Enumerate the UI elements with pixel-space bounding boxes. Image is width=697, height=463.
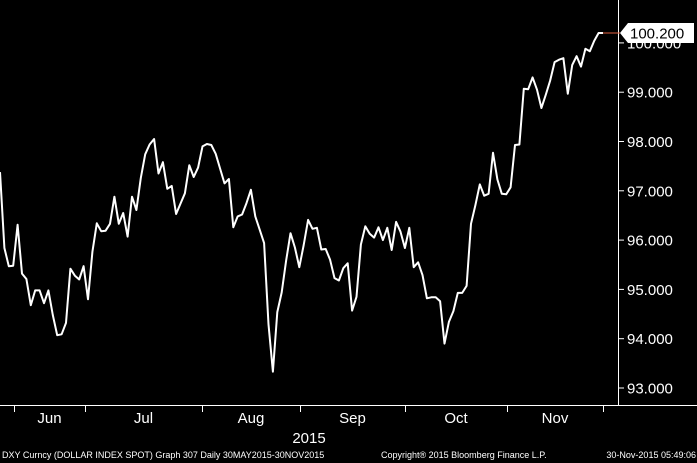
last-value-marker: 100.200 — [603, 23, 694, 44]
month-label: Nov — [542, 410, 569, 427]
footer-copyright: Copyright® 2015 Bloomberg Finance L.P. — [381, 450, 547, 460]
y-tick-label: 96.000 — [627, 233, 673, 250]
y-tick-label: 99.000 — [627, 85, 673, 102]
last-value-box — [620, 23, 694, 44]
footer-bar: DXY Curncy (DOLLAR INDEX SPOT) Graph 307… — [0, 448, 697, 463]
month-label: Jun — [37, 410, 61, 427]
axes — [0, 0, 697, 406]
series-layer — [0, 32, 603, 373]
y-tick-label: 97.000 — [627, 183, 673, 200]
y-tick-label: 95.000 — [627, 282, 673, 299]
dxy-series-line — [0, 32, 603, 373]
footer-security-label: DXY Curncy (DOLLAR INDEX SPOT) Graph 307… — [2, 450, 325, 460]
year-label: 2015 — [292, 430, 325, 447]
y-tick-label: 93.000 — [627, 381, 673, 398]
x-axis-ticks: Jun Jul Aug Sep Oct Nov 2015 — [14, 405, 604, 447]
last-value-label: 100.200 — [630, 26, 684, 43]
y-tick-label: 94.000 — [627, 331, 673, 348]
y-axis-ticks: 93.000 94.000 95.000 96.000 97.000 98.000 99.0… — [618, 35, 681, 398]
month-label: Oct — [444, 410, 468, 427]
y-tick-label: 98.000 — [627, 134, 673, 151]
footer-timestamp: 30-Nov-2015 05:49:06 — [606, 450, 696, 460]
month-label: Jul — [134, 410, 153, 427]
month-label: Sep — [339, 410, 366, 427]
month-label: Aug — [238, 410, 265, 427]
